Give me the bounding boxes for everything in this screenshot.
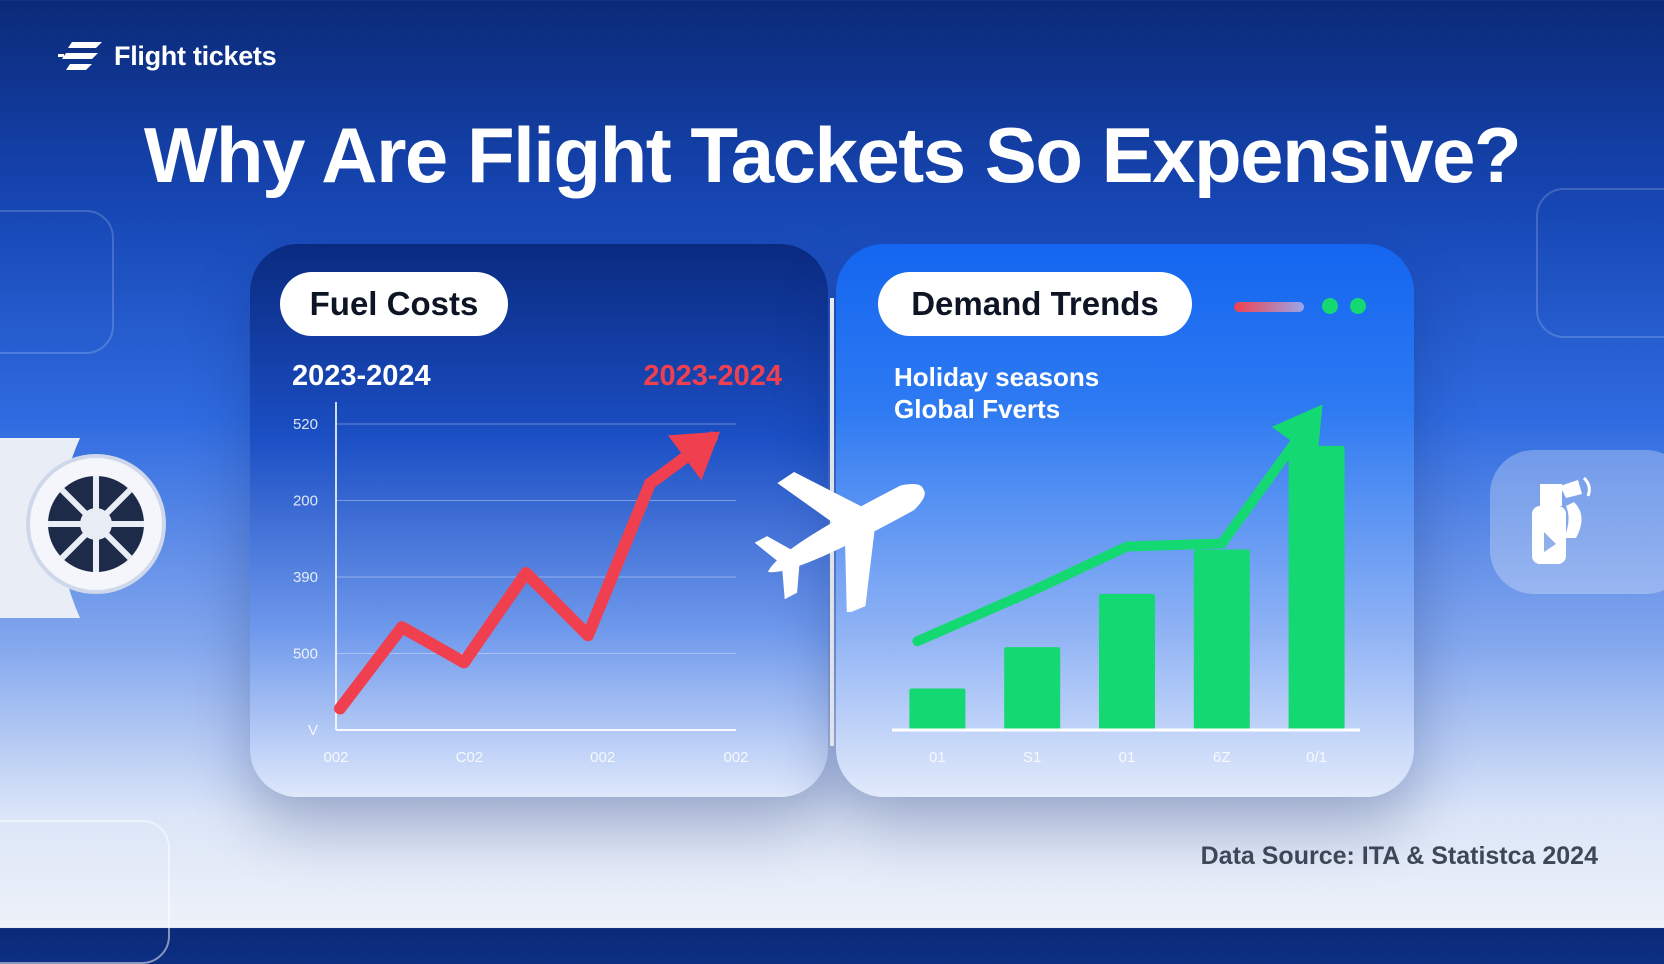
fuel-nozzle-icon: [1532, 476, 1591, 564]
jet-engine-icon: [0, 438, 166, 618]
fuel-period-left: 2023-2024: [292, 360, 431, 392]
wing-logo-icon: [58, 42, 102, 70]
demand-x-tick-label: S1: [1023, 749, 1041, 766]
demand-bar: [1099, 593, 1155, 730]
fuel-y-tick-label: 500: [293, 646, 318, 663]
deco-outline-left: [0, 210, 114, 354]
demand-trends-title: Demand Trends: [878, 272, 1192, 336]
fuel-arrow-head: [668, 431, 721, 481]
demand-bar: [909, 688, 966, 730]
fuel-x-tick-label: 002: [590, 749, 615, 766]
fuel-period-right: 2023-2024: [643, 360, 782, 392]
demand-line-1: Holiday seasons: [894, 362, 1100, 392]
demand-trends-panel: Demand Trends Holiday seasons Global Fve…: [836, 244, 1414, 797]
fuel-x-tick-label: C02: [456, 749, 484, 766]
brand[interactable]: Flight tickets: [58, 38, 277, 74]
fuel-y-tick-label: 390: [293, 569, 318, 586]
demand-chart: 01 S1 01 6Z 0/1: [892, 404, 1360, 766]
demand-x-tick-label: 01: [1119, 749, 1136, 766]
status-bar: [1234, 302, 1304, 312]
data-source: Data Source: ITA & Statistca 2024: [1200, 842, 1598, 870]
fuel-y-tick-label: 520: [293, 416, 318, 433]
demand-x-tick-label: 01: [929, 749, 946, 766]
demand-trend-line: [912, 426, 1308, 647]
demand-bar: [1193, 549, 1250, 730]
fuel-y-tick-label: 200: [293, 493, 318, 510]
status-dot: [1350, 298, 1366, 314]
brand-name: Flight tickets: [114, 40, 277, 71]
demand-bar: [1004, 647, 1061, 730]
page-title: Why Are Flight Tackets So Expensive?: [143, 111, 1522, 199]
demand-arrow-head: [1271, 404, 1323, 460]
deco-outline-bottom-left: [0, 820, 170, 964]
fuel-x-tick-label: 002: [323, 749, 348, 766]
fuel-cost-line: [334, 431, 718, 715]
fuel-y-tick-label: V: [308, 722, 318, 739]
fuel-chart: 520 200 390 500 V 002 C02 002 002: [293, 402, 749, 766]
deco-outline-right: [1536, 188, 1664, 338]
demand-bar: [1288, 445, 1345, 730]
demand-x-tick-label: 0/1: [1306, 749, 1327, 766]
airplane-icon: [754, 471, 925, 612]
fuel-x-tick-label: 002: [723, 749, 748, 766]
fuel-costs-panel: Fuel Costs 2023-2024 2023-2024 520 200 390…: [250, 244, 828, 797]
panel-divider: [830, 298, 834, 746]
status-dot: [1322, 298, 1338, 314]
fuel-costs-title: Fuel Costs: [280, 272, 508, 336]
demand-x-tick-label: 6Z: [1213, 749, 1231, 766]
demand-line-2: Global Fverts: [894, 394, 1061, 424]
